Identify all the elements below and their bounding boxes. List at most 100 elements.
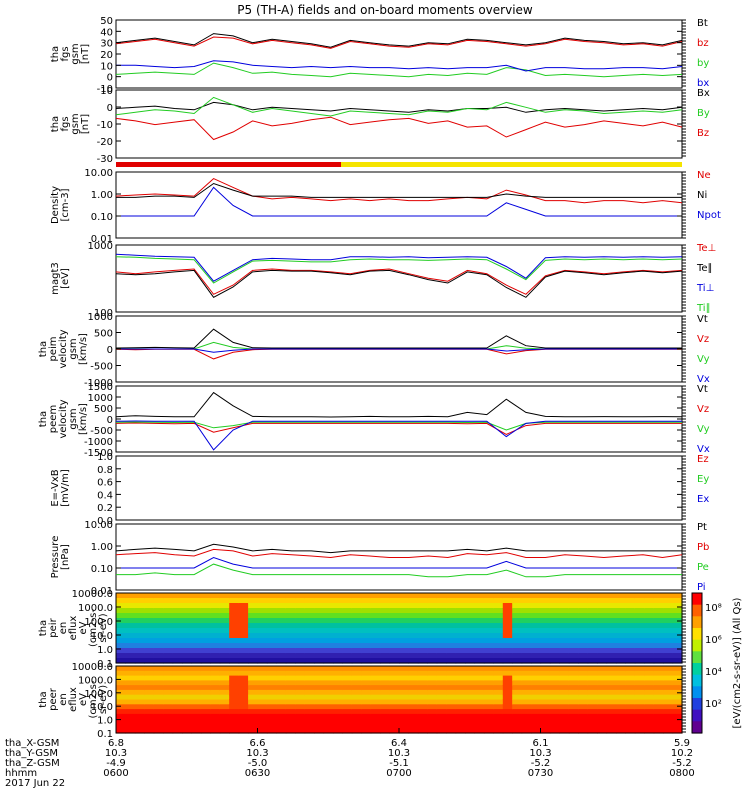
spectro-cell [597, 658, 608, 664]
spectro-cell [436, 593, 447, 599]
spectro-cell [597, 704, 608, 710]
spectro-cell [153, 628, 164, 634]
spectro-cell [219, 603, 230, 609]
spectro-cell [361, 728, 372, 734]
spectro-cell [427, 699, 438, 705]
spectro-cell [370, 658, 381, 664]
spectro-cell [276, 653, 287, 659]
spectro-cell [559, 658, 570, 664]
spectro-cell [229, 709, 240, 715]
spectro-cell [351, 666, 362, 672]
spectro-cell [134, 638, 145, 644]
ytick-label: -20 [97, 137, 113, 148]
spectro-cell [361, 618, 372, 624]
spectro-cell [266, 658, 277, 664]
spectro-cell [229, 628, 240, 634]
spectro-cell [446, 608, 457, 614]
ylabel-line: tha [38, 341, 49, 357]
spectro-cell [408, 689, 419, 696]
spectro-cell [134, 675, 145, 681]
spectro-cell [549, 628, 560, 634]
spectro-cell [389, 613, 400, 619]
spectro-cell [399, 593, 409, 599]
spectro-cell [389, 658, 400, 664]
spectro-cell [304, 728, 315, 734]
spectro-cell [380, 593, 391, 599]
spectro-cell [134, 699, 145, 705]
spectro-cell [125, 723, 136, 729]
spectro-cell [125, 618, 136, 624]
spectro-cell [493, 689, 504, 696]
spectro-cell [578, 633, 589, 639]
spectro-cell [144, 694, 155, 701]
spectro-cell [219, 723, 230, 729]
ytick-label: -500 [90, 362, 113, 373]
spectro-cell [342, 675, 353, 681]
spectro-cell [597, 709, 608, 715]
spectro-cell [304, 675, 315, 681]
spectro-cell [578, 675, 589, 681]
spectro-cell [559, 723, 570, 729]
spectro-cell [163, 713, 174, 720]
legend-entry: Vx [697, 374, 710, 385]
spectro-cell [417, 694, 428, 701]
spectro-cell [163, 653, 174, 659]
spectro-cell [417, 638, 428, 644]
spectro-cell [153, 718, 164, 724]
spectro-cell [380, 713, 391, 720]
spectro-cell [521, 723, 532, 729]
spectro-cell [465, 598, 475, 604]
spectro-cell [455, 699, 466, 705]
spectro-cell [417, 603, 428, 609]
legend-entry: Pi [697, 582, 706, 593]
spectro-cell [625, 598, 636, 604]
spectro-cell [512, 718, 523, 724]
spectro-cell [370, 728, 381, 734]
spectro-cell [361, 658, 372, 664]
spectro-cell [125, 685, 136, 691]
spectro-cell [342, 670, 353, 677]
spectro-cell [182, 653, 192, 659]
spectro-cell [125, 689, 136, 696]
spectro-cell [606, 658, 617, 664]
spectro-cell [257, 680, 268, 686]
spectro-cell [323, 618, 334, 624]
spectro-cell [219, 613, 230, 619]
colorbar-tick: 10⁶ [705, 635, 722, 646]
spectro-cell [474, 694, 485, 701]
spectro-cell [229, 608, 240, 614]
colorbar-segment [692, 709, 702, 722]
spectro-cell [361, 685, 372, 691]
spectro-cell [597, 623, 608, 629]
ytick-label: 0.10 [91, 212, 113, 223]
spectro-cell [266, 623, 277, 629]
spectro-cell [502, 613, 513, 619]
footer-value: 5.9 [674, 738, 690, 749]
spectro-cell [455, 623, 466, 629]
spectro-cell [521, 618, 532, 624]
spectro-cell [540, 728, 551, 734]
spectro-cell [182, 666, 192, 672]
spectro-cell [116, 718, 126, 724]
spectro-cell [663, 718, 674, 724]
ytick-label: 10 [100, 86, 113, 97]
spectro-cell [672, 709, 683, 715]
spectro-cell [521, 633, 532, 639]
spectro-cell [380, 608, 391, 614]
spectro-cell [285, 598, 296, 604]
spectro-cell [351, 685, 362, 691]
spectro-cell [248, 593, 259, 599]
spectro-cell [455, 628, 466, 634]
spectro-cell [672, 704, 683, 710]
spectro-cell [153, 666, 164, 672]
spectro-cell [163, 709, 174, 715]
series-line [115, 33, 683, 48]
spectro-cell [238, 718, 249, 724]
colorbar-segment [692, 663, 702, 676]
spectro-cell [295, 704, 306, 710]
spectro-cell [238, 675, 249, 681]
spectro-cell [597, 608, 608, 614]
spectro-cell [408, 648, 419, 654]
